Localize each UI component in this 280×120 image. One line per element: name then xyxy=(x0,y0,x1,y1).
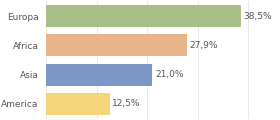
Text: 38,5%: 38,5% xyxy=(243,12,272,21)
Bar xyxy=(46,64,152,86)
Text: 21,0%: 21,0% xyxy=(155,70,183,79)
Text: 12,5%: 12,5% xyxy=(112,99,141,108)
Text: 27,9%: 27,9% xyxy=(190,41,218,50)
Bar xyxy=(46,93,109,115)
Bar xyxy=(46,5,241,27)
Bar xyxy=(46,34,187,56)
